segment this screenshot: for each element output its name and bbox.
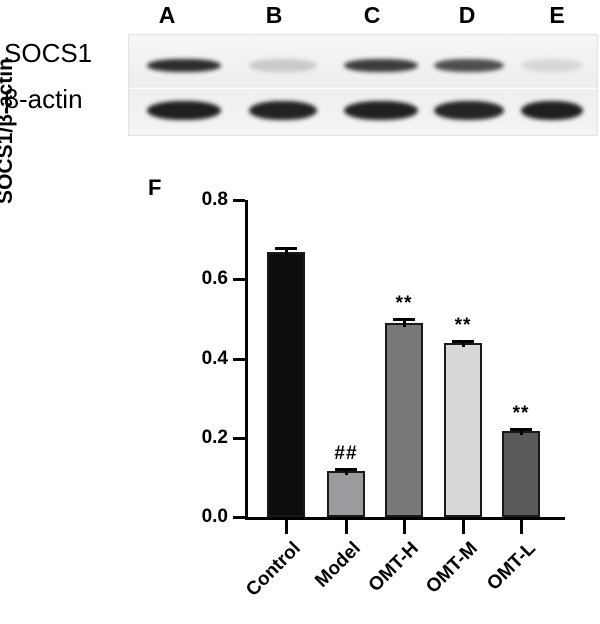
blot-band-socs1-lane-e: [521, 59, 583, 72]
y-tick-0.4: [233, 357, 245, 361]
blot-band-beta-actin-lane-a: [147, 101, 221, 120]
bar-omt-h: [385, 322, 423, 517]
lane-label-a: A: [158, 2, 176, 28]
blot-band-socs1-lane-a: [147, 59, 221, 72]
y-tick-label-0.8: 0.8: [201, 189, 228, 210]
significance-marker-omt-l: **: [512, 403, 530, 425]
y-tick-0.2: [233, 436, 245, 440]
y-tick-0.6: [233, 278, 245, 282]
blot-band-beta-actin-lane-e: [521, 101, 583, 120]
blot-strip-beta-actin: [129, 88, 597, 135]
panel-letter: F: [148, 175, 162, 200]
blot-band-beta-actin-lane-c: [344, 101, 418, 120]
lane-label-c: C: [363, 2, 381, 28]
error-cap-omt-m: [452, 339, 474, 343]
bar-chart-panel: F SOCS1/β-actin 0.0 0.2 0.4 0.6 0.8 Control M…: [0, 58, 600, 611]
y-tick-0.0: [233, 516, 245, 519]
x-tick-omt-m: [462, 520, 465, 534]
blot-band-beta-actin-lane-d: [434, 101, 504, 120]
error-bar-control: [285, 246, 288, 256]
error-cap-control: [275, 246, 297, 250]
x-tick-omt-l: [520, 520, 523, 534]
blot-strip-socs1: [129, 35, 597, 87]
y-tick-label-0.2: 0.2: [201, 426, 228, 448]
lane-label-e: E: [549, 2, 565, 28]
significance-marker-omt-m: **: [454, 314, 472, 336]
y-tick-label-0.4: 0.4: [201, 347, 228, 369]
blot-row-label-beta-actin: β-actin: [4, 84, 83, 114]
x-tick-model: [345, 520, 348, 534]
error-bar-omt-m: [462, 339, 465, 348]
bar-omt-l: [502, 431, 540, 517]
y-axis-title: SOCS1/β-actin: [0, 58, 17, 204]
bar-omt-m: [444, 343, 482, 517]
y-tick-0.8: [233, 199, 245, 202]
western-blot-panel: A B C D E SOCS1 β-actin: [0, 0, 600, 150]
y-tick-label-0.6: 0.6: [201, 268, 228, 290]
bar-model: [327, 470, 365, 517]
x-axis-line: [245, 517, 565, 520]
blot-band-socs1-lane-c: [344, 59, 418, 72]
error-bar-omt-l: [520, 428, 523, 435]
bar-control: [267, 251, 305, 517]
lane-label-b: B: [265, 2, 283, 28]
error-cap-omt-h: [393, 317, 415, 321]
error-cap-model: [335, 467, 357, 471]
error-cap-omt-l: [510, 428, 532, 432]
significance-marker-omt-h: **: [395, 292, 413, 314]
blot-row-label-socs1: SOCS1: [4, 38, 93, 68]
y-tick-label-0.0: 0.0: [201, 506, 228, 527]
significance-marker-model: ##: [334, 442, 358, 464]
y-axis-line: [245, 200, 248, 520]
blot-band-beta-actin-lane-b: [249, 101, 317, 120]
blot-band-socs1-lane-b: [249, 59, 317, 72]
x-tick-control: [285, 520, 288, 534]
blot-band-socs1-lane-d: [434, 59, 504, 72]
lane-label-d: D: [458, 2, 476, 28]
error-bar-omt-h: [403, 317, 406, 327]
blot-image: [128, 34, 598, 136]
error-bar-model: [345, 467, 348, 475]
x-tick-omt-h: [403, 520, 406, 534]
